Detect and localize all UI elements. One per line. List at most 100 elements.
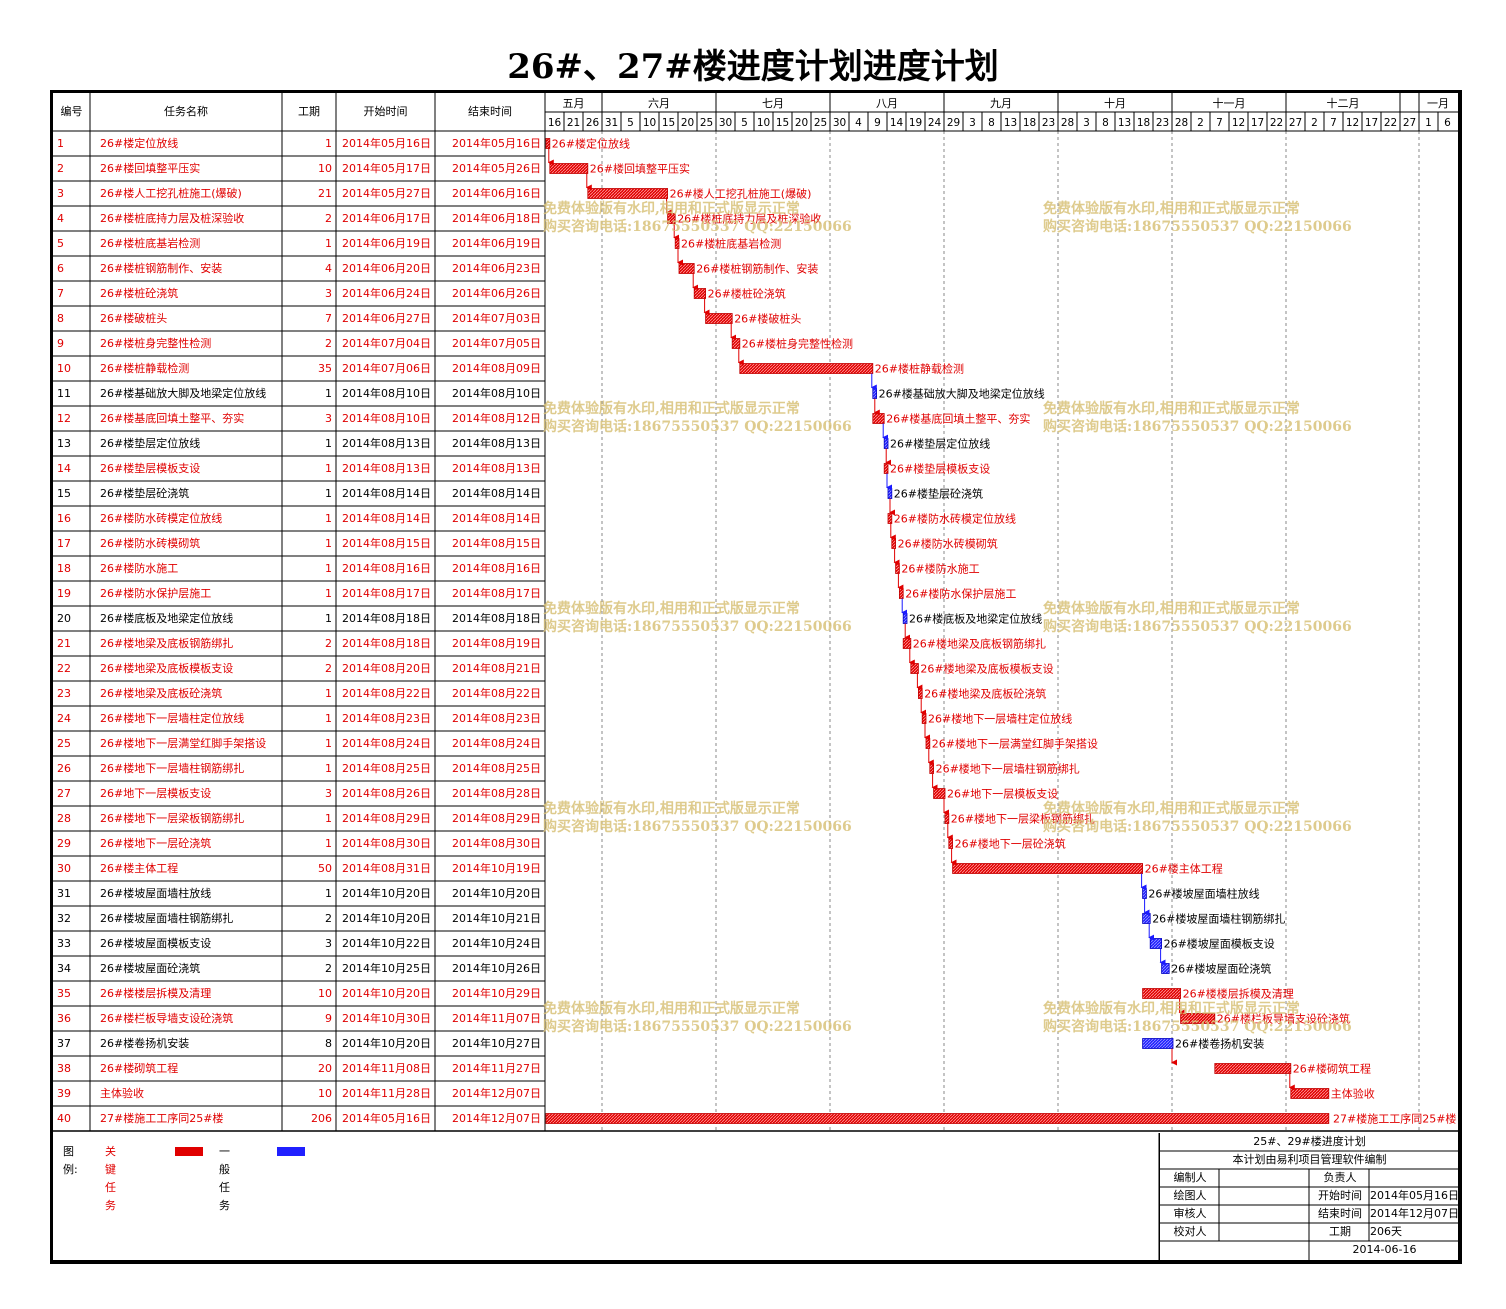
task-duration: 2 — [325, 912, 332, 925]
info-cell: 校对人 — [1173, 1225, 1207, 1238]
info-date: 2014-06-16 — [1352, 1243, 1417, 1256]
info-cell: 2014年05月16日 — [1370, 1189, 1459, 1202]
task-id: 19 — [57, 587, 71, 600]
task-duration: 1 — [325, 737, 332, 750]
gantt-bar — [1149, 938, 1162, 949]
bar-label: 26#楼地下一层砼浇筑 — [955, 837, 1066, 851]
task-start: 2014年08月26日 — [342, 787, 431, 800]
task-name: 26#楼坡屋面模板支设 — [100, 937, 212, 950]
day-tick-label: 26 — [586, 117, 600, 129]
info-cell — [1220, 1223, 1310, 1241]
gantt-bar — [1180, 1013, 1216, 1024]
task-duration: 3 — [325, 287, 332, 300]
day-tick-label: 14 — [890, 117, 904, 129]
gantt-bar — [872, 388, 877, 399]
page-title: 26#、27#楼进度计划进度计划 — [507, 47, 999, 87]
gantt-bar — [948, 838, 953, 849]
task-end: 2014年10月20日 — [452, 887, 541, 900]
day-tick-label: 2 — [1311, 117, 1318, 129]
gantt-bar — [883, 438, 889, 449]
task-end: 2014年08月21日 — [452, 662, 541, 675]
day-tick-label: 7 — [1330, 117, 1337, 129]
day-tick-label: 4 — [855, 117, 862, 129]
task-end: 2014年08月18日 — [452, 612, 541, 625]
task-name: 26#楼地下一层砼浇筑 — [100, 837, 212, 850]
day-tick-label: 22 — [1384, 117, 1397, 129]
task-id: 12 — [57, 412, 71, 425]
gantt-bar — [739, 363, 874, 374]
task-id: 16 — [57, 512, 71, 525]
bar-label: 26#楼定位放线 — [552, 137, 630, 151]
task-id: 39 — [57, 1087, 71, 1100]
task-start: 2014年05月17日 — [342, 162, 431, 175]
task-start: 2014年08月30日 — [342, 837, 431, 850]
task-start: 2014年08月17日 — [342, 587, 431, 600]
task-id: 34 — [57, 962, 71, 975]
task-end: 2014年08月23日 — [452, 712, 541, 725]
bar-label: 26#楼破桩头 — [734, 312, 801, 326]
task-start: 2014年10月22日 — [342, 937, 431, 950]
task-name: 26#楼地梁及底板模板支设 — [100, 662, 234, 675]
gantt-bar — [1290, 1088, 1330, 1099]
bar-label: 26#楼坡屋面墙柱放线 — [1148, 887, 1259, 901]
bar-label: 26#楼垫层定位放线 — [890, 437, 990, 451]
task-id: 36 — [57, 1012, 71, 1025]
gantt-bar — [693, 288, 707, 299]
day-tick-label: 2 — [1197, 117, 1204, 129]
task-duration: 50 — [318, 862, 332, 875]
task-id: 22 — [57, 662, 71, 675]
task-end: 2014年06月18日 — [452, 212, 541, 225]
task-end: 2014年10月27日 — [452, 1037, 541, 1050]
task-name: 26#楼坡屋面墙柱放线 — [100, 887, 212, 900]
task-start: 2014年08月22日 — [342, 687, 431, 700]
task-name: 26#楼栏板导墙支设砼浇筑 — [100, 1012, 234, 1025]
task-name: 26#楼定位放线 — [100, 137, 179, 150]
day-tick-label: 31 — [605, 117, 618, 129]
task-end: 2014年08月19日 — [452, 637, 541, 650]
task-end: 2014年08月10日 — [452, 387, 541, 400]
day-tick-label: 22 — [1270, 117, 1283, 129]
bar-label: 26#楼楼层拆模及清理 — [1183, 987, 1294, 1001]
task-duration: 2 — [325, 337, 332, 350]
task-name: 26#楼防水保护层施工 — [100, 587, 212, 600]
task-name: 26#楼基底回填土整平、夯实 — [100, 412, 245, 425]
task-end: 2014年10月26日 — [452, 962, 541, 975]
bar-label: 26#楼桩砼浇筑 — [708, 287, 786, 301]
task-end: 2014年08月13日 — [452, 437, 541, 450]
bar-label: 26#楼砌筑工程 — [1293, 1062, 1371, 1076]
day-tick-label: 17 — [1251, 117, 1264, 129]
day-tick-label: 10 — [757, 117, 770, 129]
task-duration: 1 — [325, 387, 332, 400]
task-end: 2014年08月16日 — [452, 562, 541, 575]
task-duration: 10 — [318, 1087, 332, 1100]
gantt-bar — [929, 763, 934, 774]
task-name: 26#楼主体工程 — [100, 862, 179, 875]
task-end: 2014年06月23日 — [452, 262, 541, 275]
task-duration: 1 — [325, 762, 332, 775]
task-duration: 3 — [325, 412, 332, 425]
day-tick-label: 6 — [1444, 117, 1451, 129]
task-name: 26#楼垫层模板支设 — [100, 462, 201, 475]
gantt-bar — [1161, 963, 1170, 974]
task-start: 2014年08月14日 — [342, 487, 431, 500]
task-duration: 10 — [318, 987, 332, 1000]
bar-label: 26#楼桩静载检测 — [875, 362, 964, 376]
task-end: 2014年06月16日 — [452, 187, 541, 200]
legend-normal-swatch — [277, 1147, 305, 1156]
task-duration: 1 — [325, 812, 332, 825]
bar-label: 26#楼基础放大脚及地梁定位放线 — [879, 387, 1045, 401]
task-name: 26#楼坡屋面墙柱钢筋绑扎 — [100, 912, 234, 925]
task-name: 26#楼地梁及底板钢筋绑扎 — [100, 637, 234, 650]
task-id: 40 — [57, 1112, 71, 1125]
gantt-bar — [925, 738, 931, 749]
header-duration: 工期 — [298, 105, 320, 118]
month-label: 七月 — [762, 97, 784, 110]
task-end: 2014年11月07日 — [452, 1012, 541, 1025]
task-end: 2014年07月05日 — [452, 337, 541, 350]
task-start: 2014年06月27日 — [342, 312, 431, 325]
task-start: 2014年07月06日 — [342, 362, 431, 375]
gantt-bar — [918, 688, 923, 699]
task-start: 2014年05月27日 — [342, 187, 431, 200]
task-name: 26#楼底板及地梁定位放线 — [100, 612, 234, 625]
task-start: 2014年07月04日 — [342, 337, 431, 350]
